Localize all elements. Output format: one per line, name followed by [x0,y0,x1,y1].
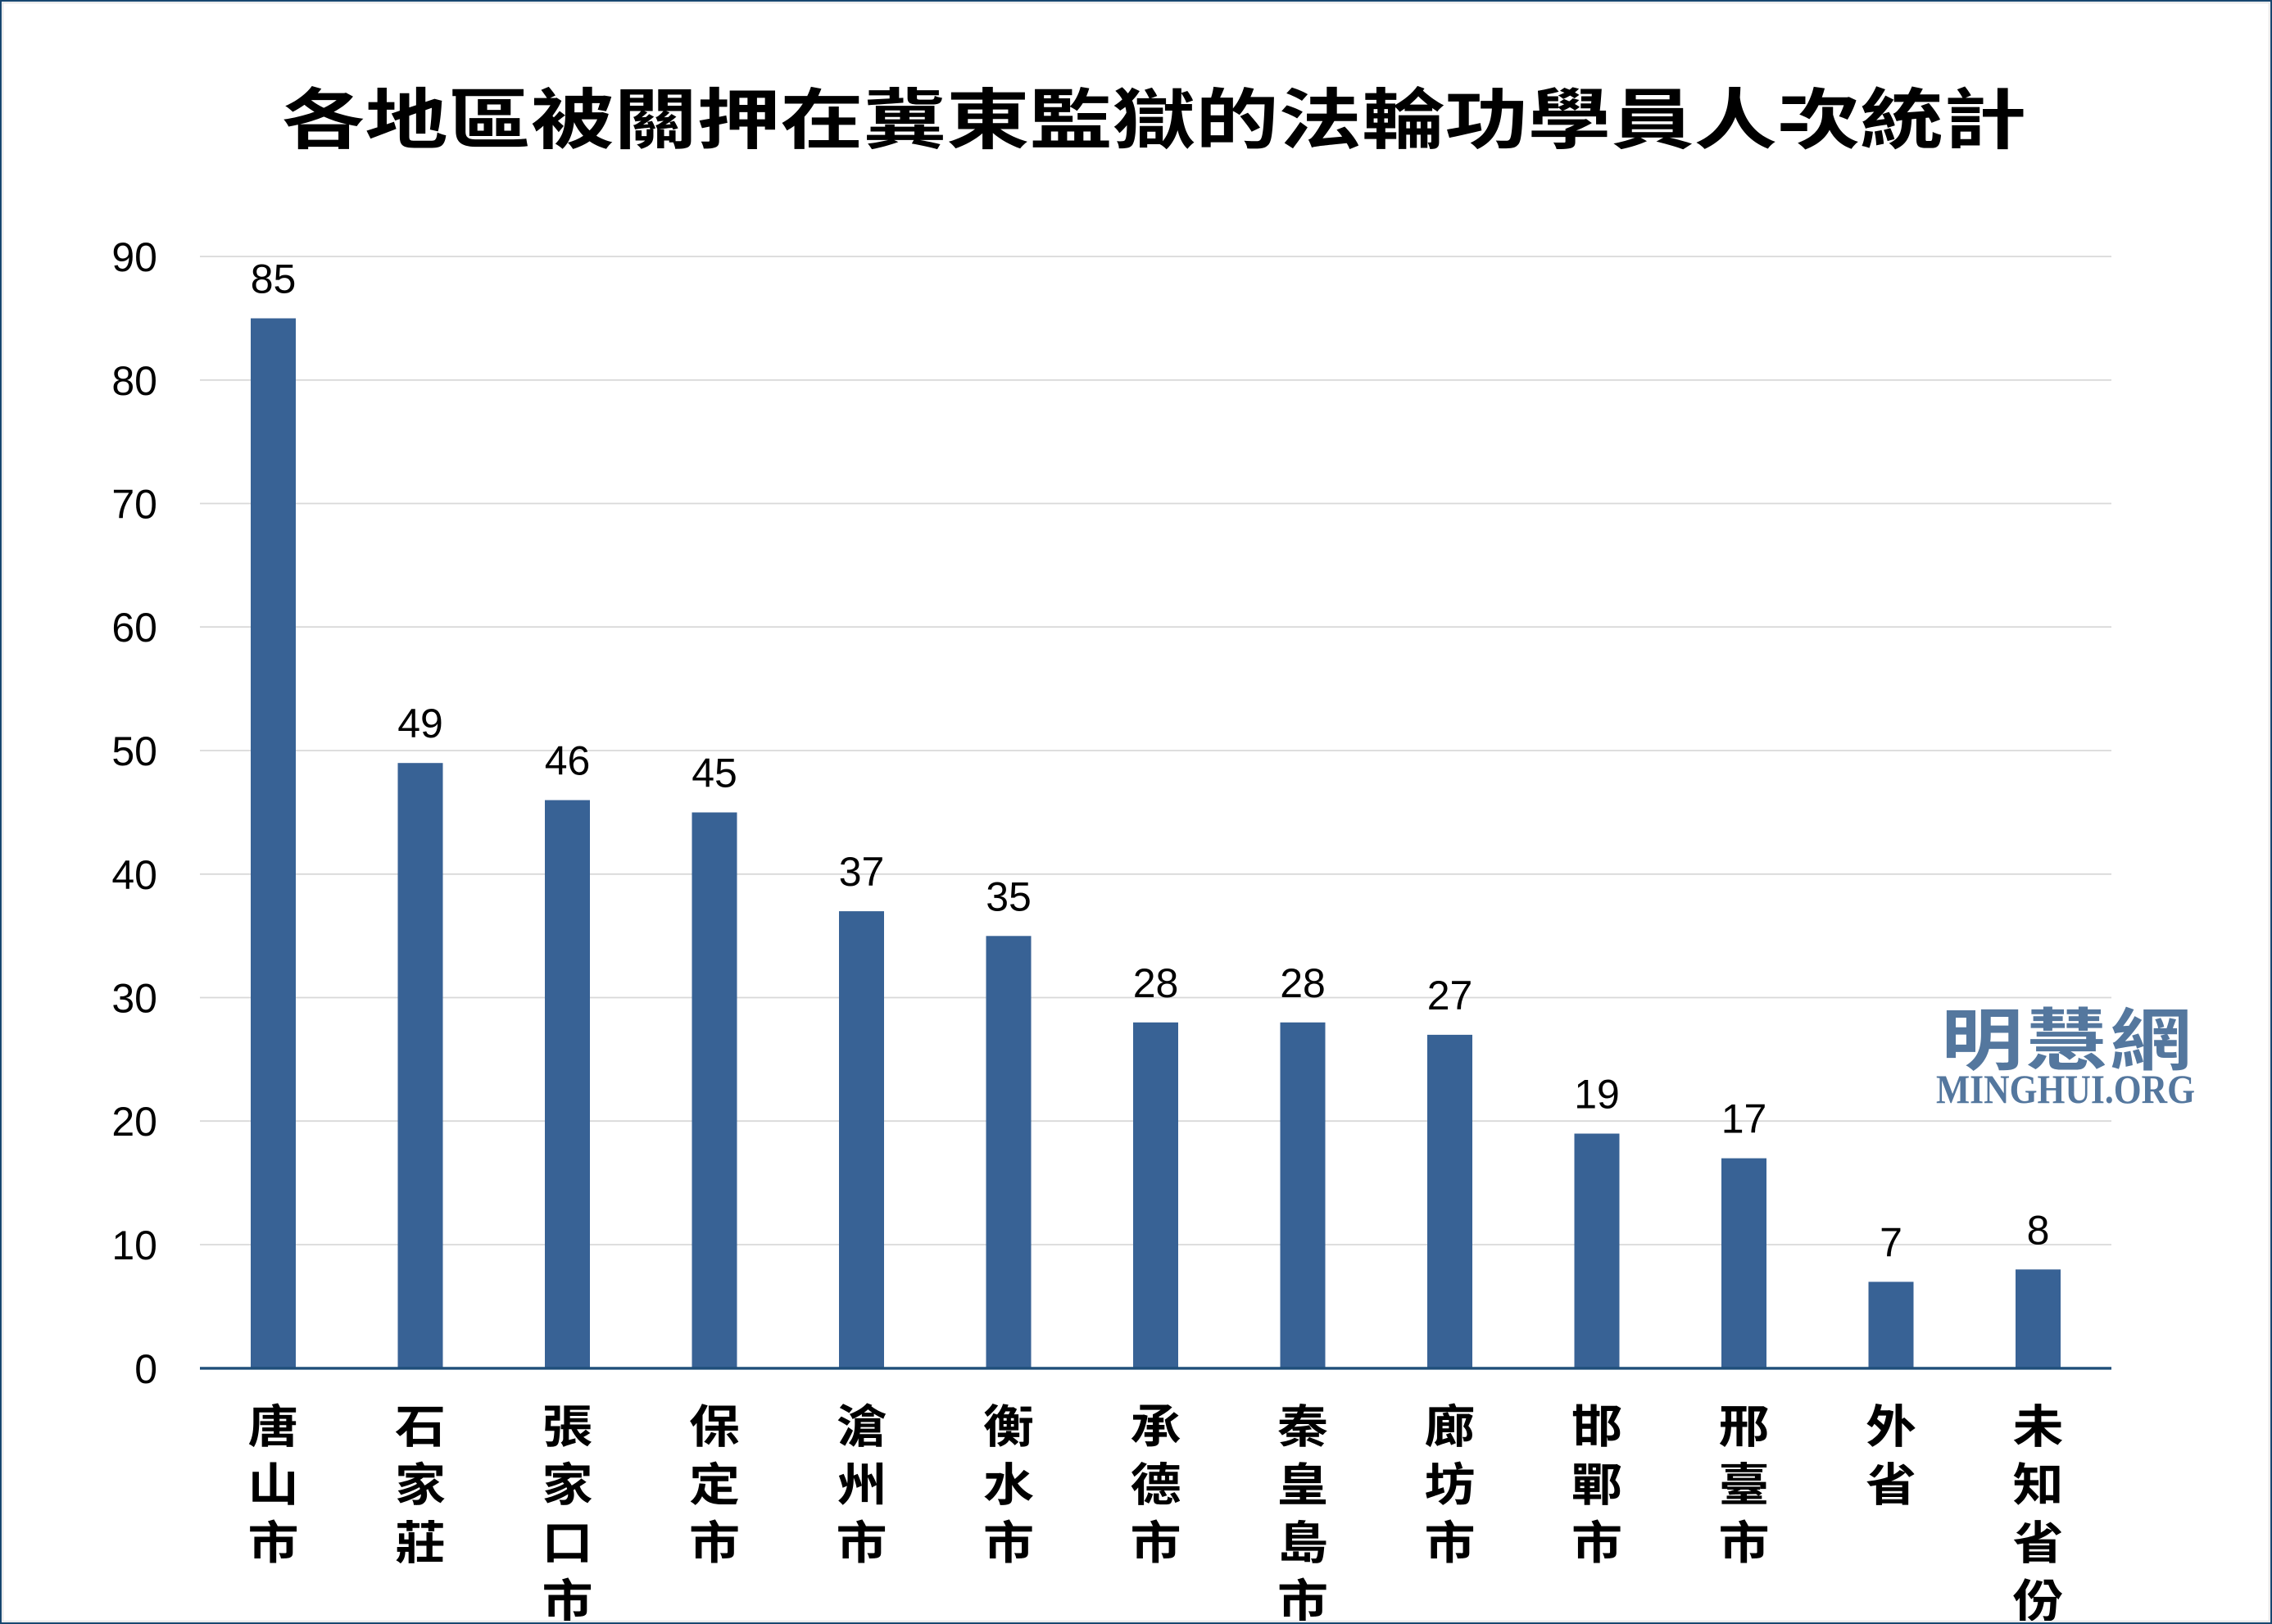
svg-text:50: 50 [111,728,157,774]
svg-text:27: 27 [1427,973,1473,1018]
svg-text:70: 70 [111,482,157,528]
svg-text:19: 19 [1574,1072,1620,1118]
svg-text:20: 20 [111,1099,157,1145]
svg-text:28: 28 [1133,960,1179,1006]
svg-text:37: 37 [839,849,885,895]
svg-text:30: 30 [111,976,157,1022]
svg-text:0: 0 [134,1346,157,1392]
svg-text:40: 40 [111,852,157,898]
svg-text:28: 28 [1280,960,1326,1006]
svg-text:85: 85 [251,256,297,302]
svg-text:45: 45 [692,751,737,796]
svg-text:MINGHUI.ORG: MINGHUI.ORG [1936,1066,2195,1112]
svg-text:10: 10 [111,1223,157,1268]
svg-text:7: 7 [1880,1219,1902,1265]
svg-text:90: 90 [111,234,157,280]
svg-text:60: 60 [111,605,157,651]
svg-text:49: 49 [397,701,443,746]
svg-text:17: 17 [1721,1096,1767,1142]
svg-text:35: 35 [986,873,1032,919]
svg-text:8: 8 [2027,1207,2050,1253]
svg-text:46: 46 [545,738,591,784]
svg-text:80: 80 [111,358,157,404]
